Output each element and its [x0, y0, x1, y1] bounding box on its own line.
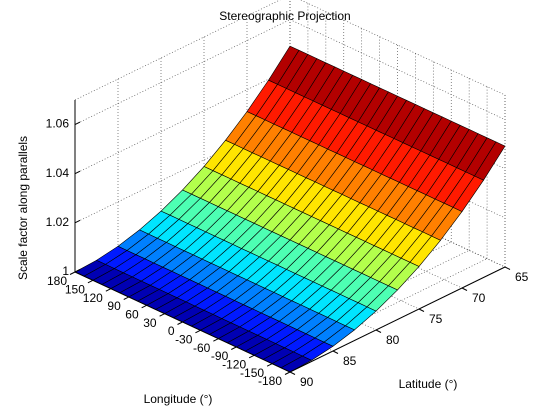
x-tick	[105, 288, 112, 292]
x-tick-label: 90	[107, 299, 121, 313]
box-edge	[299, 0, 506, 96]
x-tick-label: -90	[211, 349, 229, 363]
z-tick-label: 1.02	[46, 215, 70, 229]
y-tick-label: 85	[343, 354, 357, 368]
y-tick	[332, 350, 339, 354]
y-tick-label: 75	[429, 312, 443, 326]
x-tick-label: 180	[47, 274, 67, 288]
x-tick-label: 60	[125, 308, 139, 322]
x-tick	[123, 296, 129, 300]
x-tick	[141, 304, 147, 309]
x-tick-label: 0	[168, 324, 175, 338]
grid-line	[74, 68, 291, 175]
x-tick	[87, 279, 94, 284]
y-tick	[461, 287, 468, 291]
x-tick-label: -60	[193, 341, 211, 355]
x-tick	[231, 346, 237, 350]
z-tick	[74, 121, 81, 126]
z-tick-label: 1.06	[46, 117, 70, 131]
x-tick-label: 120	[83, 291, 103, 305]
y-tick-label: 70	[472, 291, 486, 305]
x-tick-label: 30	[143, 316, 157, 330]
y-tick	[418, 308, 425, 312]
y-tick	[375, 329, 382, 333]
x-tick	[266, 363, 273, 367]
x-axis-label: Longitude (°)	[144, 392, 213, 406]
surface	[74, 45, 506, 373]
y-tick-label: 90	[300, 375, 314, 389]
x-tick-label: -30	[175, 333, 193, 347]
y-axis-label: Latitude (°)	[399, 377, 458, 391]
y-axis	[289, 266, 506, 373]
z-tick	[74, 170, 81, 175]
x-tick-label: -180	[258, 374, 282, 388]
x-tick-label: -150	[240, 366, 264, 380]
x-tick	[284, 371, 291, 375]
box-edge	[74, 0, 281, 101]
y-tick	[289, 371, 296, 375]
x-tick	[248, 354, 255, 359]
y-tick	[504, 266, 511, 270]
y-tick-label: 65	[515, 270, 529, 284]
z-tick	[74, 269, 81, 273]
grid-line	[74, 117, 291, 224]
x-tick	[195, 329, 201, 334]
grid-line	[74, 19, 291, 125]
x-tick	[69, 271, 76, 275]
x-tick	[159, 313, 165, 317]
grid-line	[289, 19, 506, 120]
z-tick	[74, 219, 81, 224]
x-tick-label: -120	[222, 358, 246, 372]
y-tick-label: 80	[386, 333, 400, 347]
z-tick-label: 1	[62, 264, 69, 278]
x-tick-label: 150	[65, 283, 85, 297]
chart-title: Stereographic Projection	[219, 9, 350, 23]
x-tick	[177, 321, 183, 325]
z-axis-label: Scale factor along parallels	[16, 136, 30, 280]
x-tick	[213, 338, 219, 342]
z-tick-label: 1.04	[46, 166, 70, 180]
